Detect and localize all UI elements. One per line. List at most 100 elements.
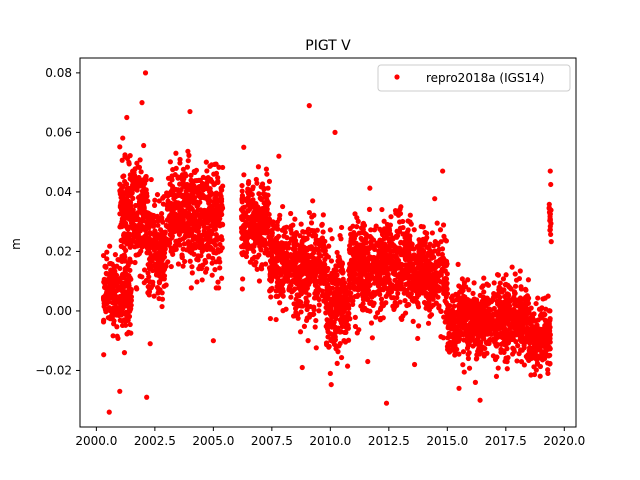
data-point	[242, 238, 248, 244]
data-point	[481, 275, 487, 281]
data-point	[254, 266, 260, 272]
data-point	[439, 286, 445, 292]
data-point	[186, 239, 192, 245]
data-point	[401, 286, 407, 292]
data-point	[189, 191, 195, 198]
data-point	[183, 193, 190, 199]
data-point	[151, 252, 157, 258]
data-point	[504, 366, 510, 372]
data-point	[494, 298, 500, 304]
data-point	[215, 249, 222, 255]
data-point	[403, 267, 409, 273]
data-point	[168, 200, 174, 207]
data-point	[169, 233, 175, 239]
data-point	[175, 175, 181, 181]
data-point	[348, 238, 354, 244]
data-point	[212, 220, 219, 226]
data-point	[114, 305, 121, 311]
data-point	[171, 247, 177, 253]
data-point	[185, 233, 191, 239]
data-point	[119, 280, 125, 286]
data-point	[259, 266, 265, 272]
data-point	[184, 220, 191, 227]
data-point	[268, 286, 274, 292]
data-point	[410, 318, 416, 324]
data-point	[276, 153, 282, 159]
data-point	[502, 320, 508, 326]
data-point	[165, 240, 171, 246]
data-point	[175, 261, 182, 267]
data-point	[210, 338, 216, 344]
data-point	[338, 300, 344, 307]
y-tick-label: −0.02	[35, 363, 72, 377]
data-point	[200, 184, 206, 191]
data-point	[395, 290, 401, 296]
data-point	[359, 236, 365, 243]
data-point	[512, 283, 519, 289]
data-point	[108, 260, 114, 267]
data-point	[415, 323, 422, 329]
data-point	[280, 286, 286, 292]
data-point	[203, 159, 209, 165]
data-point	[497, 304, 503, 310]
data-point	[347, 226, 353, 232]
data-point	[511, 301, 518, 307]
data-point	[111, 321, 117, 327]
data-point	[253, 222, 259, 228]
data-point	[445, 341, 451, 347]
data-point	[348, 231, 354, 237]
data-point	[133, 285, 139, 291]
data-point	[131, 238, 137, 244]
data-point	[356, 263, 362, 269]
data-point	[246, 191, 252, 197]
data-point	[507, 285, 513, 291]
data-point	[269, 227, 275, 233]
data-point	[165, 259, 171, 265]
data-point	[374, 271, 381, 277]
chart-title: PIGT V	[305, 38, 351, 54]
data-point	[211, 216, 218, 222]
data-point	[128, 203, 134, 209]
data-point	[357, 242, 363, 248]
data-point	[495, 341, 501, 348]
data-point	[109, 276, 115, 282]
data-point	[547, 361, 553, 367]
data-point	[347, 290, 353, 296]
data-point	[394, 249, 400, 255]
data-point	[357, 286, 363, 292]
data-point	[181, 209, 187, 215]
data-point	[409, 282, 415, 288]
data-point	[334, 312, 340, 318]
data-point	[262, 250, 268, 256]
data-point	[546, 209, 553, 215]
data-point	[297, 266, 303, 272]
data-point	[344, 363, 351, 369]
data-point	[548, 239, 554, 245]
data-point	[101, 300, 107, 306]
data-point	[189, 270, 195, 276]
data-point	[188, 172, 194, 178]
data-point	[288, 294, 294, 300]
data-point	[388, 214, 394, 220]
x-tick-label: 2017.5	[485, 434, 527, 448]
data-point	[246, 178, 252, 185]
data-point	[299, 364, 305, 371]
data-point	[465, 315, 472, 321]
data-point	[241, 222, 247, 228]
y-axis-label: m	[9, 238, 23, 250]
data-point	[220, 164, 226, 171]
data-point	[315, 247, 321, 253]
data-point	[305, 338, 311, 344]
data-point	[465, 351, 471, 357]
data-point	[443, 238, 450, 244]
data-point	[538, 336, 544, 342]
data-point	[212, 267, 218, 273]
data-point	[168, 263, 174, 270]
data-point	[529, 355, 535, 361]
data-point	[421, 286, 427, 293]
data-point	[397, 299, 403, 305]
data-point	[534, 360, 541, 366]
data-point	[154, 191, 161, 198]
data-point	[269, 238, 275, 244]
data-point	[283, 255, 289, 261]
